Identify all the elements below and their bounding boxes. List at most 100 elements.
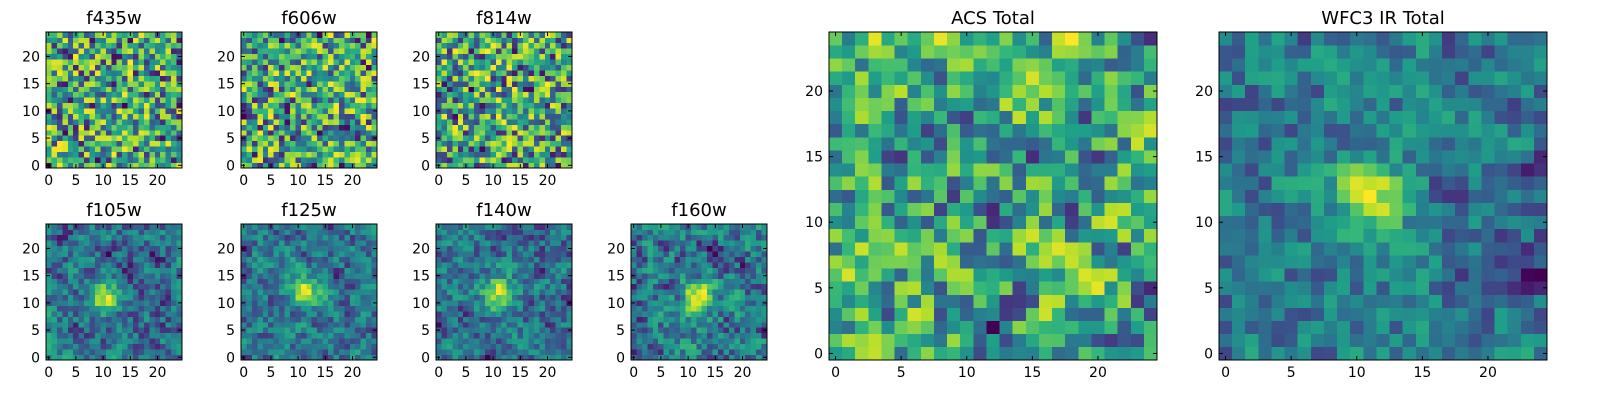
- heatmap-cell: [517, 251, 524, 257]
- heatmap-cell: [561, 332, 567, 339]
- heatmap-cell: [555, 332, 562, 339]
- heatmap-cell: [474, 229, 480, 236]
- heatmap-cell: [143, 80, 150, 87]
- heatmap-cell: [506, 64, 513, 71]
- heatmap-cell: [528, 119, 535, 125]
- heatmap-cell: [561, 108, 567, 114]
- heatmap-cell: [122, 229, 128, 236]
- heatmap-cell: [105, 86, 112, 93]
- heatmap-cell: [457, 37, 464, 44]
- heatmap-cell: [1065, 281, 1079, 295]
- heatmap-cell: [690, 289, 697, 296]
- heatmap-cell: [160, 283, 167, 290]
- heatmap-cell: [273, 245, 280, 252]
- heatmap-cell: [138, 229, 145, 236]
- heatmap-cell: [728, 245, 735, 252]
- heatmap-cell: [154, 256, 161, 263]
- heatmap-cell: [528, 229, 535, 236]
- heatmap-cell: [468, 283, 475, 290]
- heatmap-cell: [105, 289, 112, 296]
- heatmap-cell: [111, 162, 118, 169]
- heatmap-cell: [289, 80, 296, 87]
- heatmap-cell: [739, 343, 746, 350]
- heatmap-cell: [669, 272, 675, 279]
- heatmap-cell: [517, 234, 524, 241]
- heatmap-cell: [127, 256, 134, 263]
- heatmap-cell: [84, 108, 90, 114]
- heatmap-cell: [257, 289, 264, 296]
- heatmap-cell: [84, 294, 90, 301]
- heatmap-cell: [539, 140, 546, 147]
- heatmap-cell: [707, 300, 713, 306]
- heatmap-cell: [1143, 176, 1158, 190]
- heatmap-cell: [761, 289, 768, 296]
- heatmap-cell: [262, 162, 269, 169]
- heatmap-cell: [723, 256, 730, 263]
- heatmap-cell: [257, 283, 264, 290]
- heatmap-cell: [273, 294, 280, 301]
- heatmap-cell: [360, 70, 367, 76]
- heatmap-cell: [506, 300, 513, 306]
- heatmap-cell: [641, 343, 648, 350]
- x-tick-label-f606w: 5: [266, 173, 275, 189]
- heatmap-cell: [544, 64, 551, 71]
- heatmap-cell: [246, 59, 253, 65]
- heatmap-cell: [441, 311, 448, 317]
- heatmap-cell: [484, 75, 491, 82]
- heatmap-cell: [647, 316, 654, 323]
- heatmap-cell: [728, 267, 735, 274]
- heatmap-cell: [176, 129, 183, 136]
- heatmap-cell: [479, 349, 486, 355]
- x-tick-label-f160w: 20: [734, 365, 752, 381]
- heatmap-cell: [284, 86, 291, 93]
- heatmap-cell: [561, 59, 567, 65]
- heatmap-cell: [933, 255, 948, 269]
- heatmap-cell: [842, 268, 856, 282]
- heatmap-cell: [457, 240, 464, 247]
- heatmap-cell: [268, 124, 274, 131]
- heatmap-cell: [78, 37, 85, 44]
- heatmap-cell: [349, 234, 356, 241]
- heatmap-cell: [289, 59, 296, 65]
- heatmap-cell: [105, 162, 112, 169]
- heatmap-cell: [894, 346, 909, 361]
- heatmap-cell: [273, 343, 280, 350]
- heatmap-cell: [490, 349, 497, 355]
- heatmap-cell: [517, 75, 524, 82]
- heatmap-cell: [907, 281, 922, 295]
- heatmap-cell: [555, 91, 562, 98]
- heatmap-cell: [355, 294, 362, 301]
- heatmap-cell: [122, 278, 128, 285]
- heatmap-cell: [89, 321, 96, 328]
- heatmap-cell: [501, 157, 508, 163]
- heatmap-cell: [284, 256, 291, 263]
- heatmap-cell: [67, 240, 74, 247]
- heatmap-cell: [105, 129, 112, 136]
- heatmap-cell: [165, 53, 172, 60]
- heatmap-cell: [154, 234, 161, 241]
- heatmap-cell: [517, 272, 524, 279]
- heatmap-cell: [257, 327, 264, 334]
- heatmap-cell: [907, 176, 922, 190]
- heatmap-cell: [62, 124, 69, 131]
- heatmap-cell: [51, 140, 58, 147]
- heatmap-cell: [366, 37, 372, 44]
- heatmap-cell: [355, 97, 362, 104]
- heatmap-cell: [756, 245, 762, 252]
- heatmap-cell: [116, 48, 123, 55]
- heatmap-cell: [355, 135, 362, 142]
- heatmap-cell: [94, 157, 101, 163]
- heatmap-cell: [306, 240, 313, 247]
- heatmap-cell: [143, 327, 150, 334]
- heatmap-cell: [512, 80, 518, 87]
- heatmap-cell: [441, 64, 448, 71]
- heatmap-cell: [495, 245, 502, 252]
- heatmap-cell: [306, 37, 313, 44]
- heatmap-cell: [1104, 176, 1118, 190]
- heatmap-cell: [479, 289, 486, 296]
- heatmap-cell: [317, 140, 323, 147]
- heatmap-cell: [300, 311, 307, 317]
- heatmap-cell: [550, 70, 557, 76]
- heatmap-cell: [306, 289, 313, 296]
- heatmap-cell: [679, 349, 686, 355]
